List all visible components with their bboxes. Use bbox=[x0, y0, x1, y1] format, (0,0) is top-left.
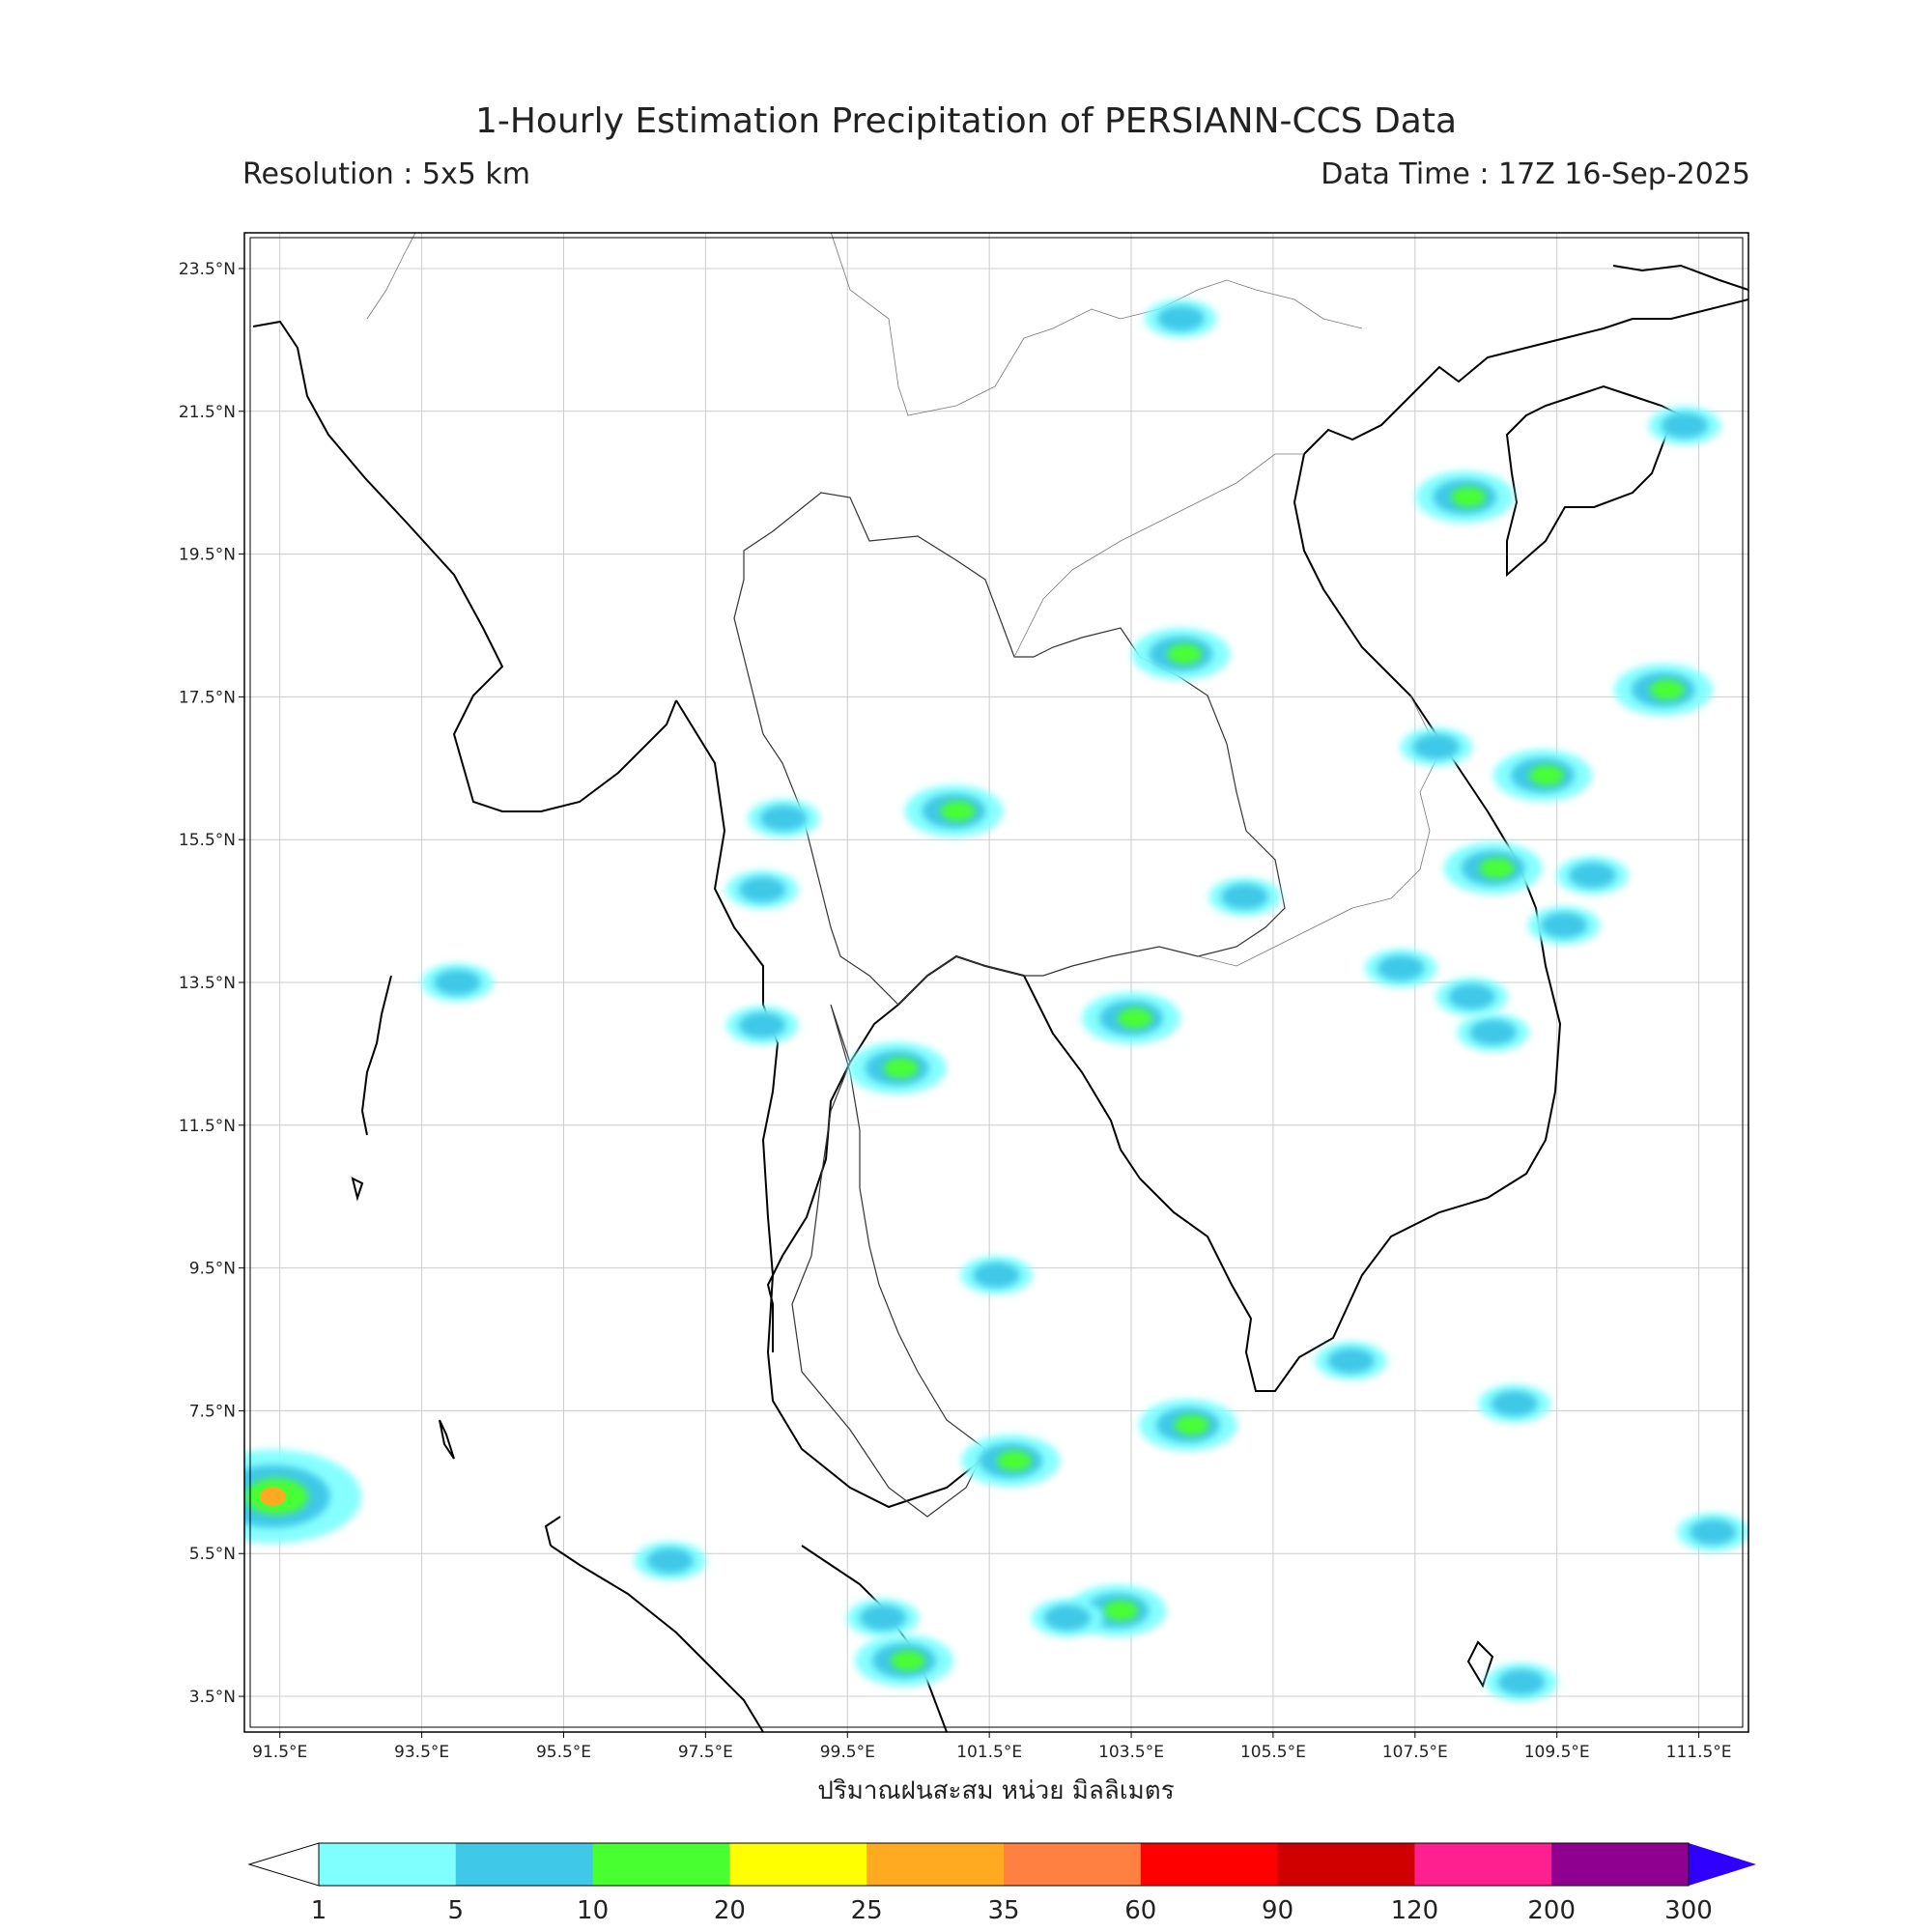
rain-cell-core bbox=[1167, 643, 1203, 665]
colorbar-segment bbox=[319, 1843, 457, 1886]
rain-cell-mid bbox=[1221, 884, 1268, 910]
lat-tick-label: 21.5°N bbox=[179, 403, 236, 422]
colorbar-label: 60 bbox=[1124, 1896, 1156, 1925]
precipitation-field bbox=[244, 298, 1748, 1702]
xaxis-title: ปริมาณฝนสะสม หน่วย มิลลิเมตร bbox=[817, 1776, 1174, 1805]
colorbar-segment bbox=[729, 1843, 867, 1886]
rain-cell-mid bbox=[1540, 912, 1588, 939]
lat-tick-label: 5.5°N bbox=[189, 1545, 236, 1564]
rain-cell-core bbox=[883, 1058, 919, 1079]
rain-cell-mid bbox=[1690, 1519, 1737, 1546]
lon-tick-label: 109.5°E bbox=[1524, 1743, 1590, 1762]
lat-tick-label: 3.5°N bbox=[189, 1688, 236, 1707]
colorbar-segment bbox=[455, 1843, 594, 1886]
rain-cell-mid bbox=[738, 1012, 786, 1038]
lon-tick-label: 105.5°E bbox=[1240, 1743, 1306, 1762]
lon-tick-label: 95.5°E bbox=[536, 1743, 591, 1762]
rain-cell-mid bbox=[973, 1262, 1020, 1289]
colorbar-label: 35 bbox=[987, 1896, 1019, 1925]
colorbar-segment bbox=[1004, 1843, 1142, 1886]
colorbar-segment bbox=[1140, 1843, 1279, 1886]
rain-cell-mid bbox=[1412, 733, 1461, 760]
rain-cell-core bbox=[1649, 679, 1685, 700]
rain-cell-core bbox=[1174, 1414, 1209, 1435]
colorbar-label: 10 bbox=[577, 1896, 609, 1925]
colorbar-label: 5 bbox=[448, 1896, 465, 1925]
rain-cell-core bbox=[1103, 1600, 1139, 1621]
rain-cell-core bbox=[1118, 1008, 1153, 1029]
colorbar-segment bbox=[592, 1843, 730, 1886]
colorbar-label: 90 bbox=[1262, 1896, 1293, 1925]
map-title: 1-Hourly Estimation Precipitation of PER… bbox=[474, 101, 1458, 141]
data-time-label: Data Time : 17Z 16-Sep-2025 bbox=[1321, 157, 1750, 191]
rain-cell-core bbox=[1451, 486, 1487, 507]
lat-tick-label: 15.5°N bbox=[179, 831, 236, 850]
plot-inner-frame bbox=[249, 237, 1744, 1728]
longitude-ticks: 91.5°E 93.5°E 95.5°E 97.5°E 99.5°E 101.5°E 103… bbox=[252, 1732, 1732, 1762]
lon-tick-label: 103.5°E bbox=[1098, 1743, 1164, 1762]
rain-cell-mid bbox=[1469, 1019, 1517, 1045]
rain-cell-mid bbox=[646, 1548, 694, 1574]
colorbar-label: 20 bbox=[714, 1896, 746, 1925]
lat-tick-label: 13.5°N bbox=[179, 974, 236, 993]
rain-cell-mid bbox=[1661, 412, 1709, 439]
rain-cell-core bbox=[1529, 765, 1565, 786]
colorbar-label: 1 bbox=[311, 1896, 327, 1925]
rain-cell-mid bbox=[738, 876, 786, 903]
colorbar-segment bbox=[867, 1843, 1005, 1886]
colorbar-frame bbox=[318, 1842, 1690, 1887]
colorbar-label: 200 bbox=[1527, 1896, 1576, 1925]
lon-tick-label: 107.5°E bbox=[1382, 1743, 1448, 1762]
rain-cell-mid bbox=[1569, 862, 1616, 889]
coastline bbox=[252, 264, 1748, 1732]
colorbar-segment bbox=[1414, 1843, 1552, 1886]
lat-tick-label: 11.5°N bbox=[179, 1117, 236, 1136]
lat-tick-label: 23.5°N bbox=[179, 260, 236, 279]
lon-tick-label: 101.5°E bbox=[956, 1743, 1022, 1762]
rain-cell-peak bbox=[259, 1487, 286, 1506]
rain-cell-core bbox=[1479, 858, 1515, 879]
lat-tick-label: 9.5°N bbox=[189, 1260, 236, 1279]
lat-tick-label: 17.5°N bbox=[179, 688, 236, 707]
colorbar-label: 120 bbox=[1391, 1896, 1439, 1925]
rain-cell-mid bbox=[759, 805, 808, 832]
rain-cell-core bbox=[891, 1650, 926, 1671]
lon-tick-label: 111.5°E bbox=[1666, 1743, 1732, 1762]
rain-cell-mid bbox=[1448, 983, 1495, 1009]
rain-cell-mid bbox=[434, 969, 481, 996]
colorbar-segment bbox=[1551, 1843, 1690, 1886]
colorbar-label: 25 bbox=[851, 1896, 883, 1925]
lat-tick-label: 7.5°N bbox=[189, 1402, 236, 1421]
lon-tick-label: 93.5°E bbox=[394, 1743, 449, 1762]
resolution-label: Resolution : 5x5 km bbox=[242, 157, 530, 191]
rain-cell-core bbox=[940, 801, 976, 822]
colorbar-label: 300 bbox=[1664, 1896, 1713, 1925]
colorbar-over-arrow bbox=[1689, 1843, 1756, 1886]
rain-cell-mid bbox=[1327, 1348, 1375, 1374]
rain-cell-mid bbox=[1043, 1605, 1092, 1631]
colorbar-segment bbox=[1277, 1843, 1415, 1886]
lon-tick-label: 97.5°E bbox=[678, 1743, 733, 1762]
rain-cell-mid bbox=[859, 1605, 907, 1631]
lon-tick-label: 91.5°E bbox=[252, 1743, 307, 1762]
country-borders bbox=[366, 233, 1440, 967]
latitude-ticks: 23.5°N 21.5°N 19.5°N 17.5°N 15.5°N 13.5°N 11.5… bbox=[179, 260, 244, 1707]
lat-tick-label: 19.5°N bbox=[179, 546, 236, 565]
rain-cell-core bbox=[997, 1450, 1033, 1471]
colorbar: 1 5 10 20 25 35 60 90 120 200 300 bbox=[247, 1842, 1756, 1925]
rain-cell-mid bbox=[1157, 305, 1205, 331]
rain-cell-mid bbox=[1497, 1669, 1546, 1695]
lon-tick-label: 99.5°E bbox=[820, 1743, 875, 1762]
rain-cell-mid bbox=[1377, 955, 1425, 981]
rain-cell-mid bbox=[1491, 1390, 1538, 1417]
colorbar-under-arrow bbox=[247, 1842, 320, 1887]
